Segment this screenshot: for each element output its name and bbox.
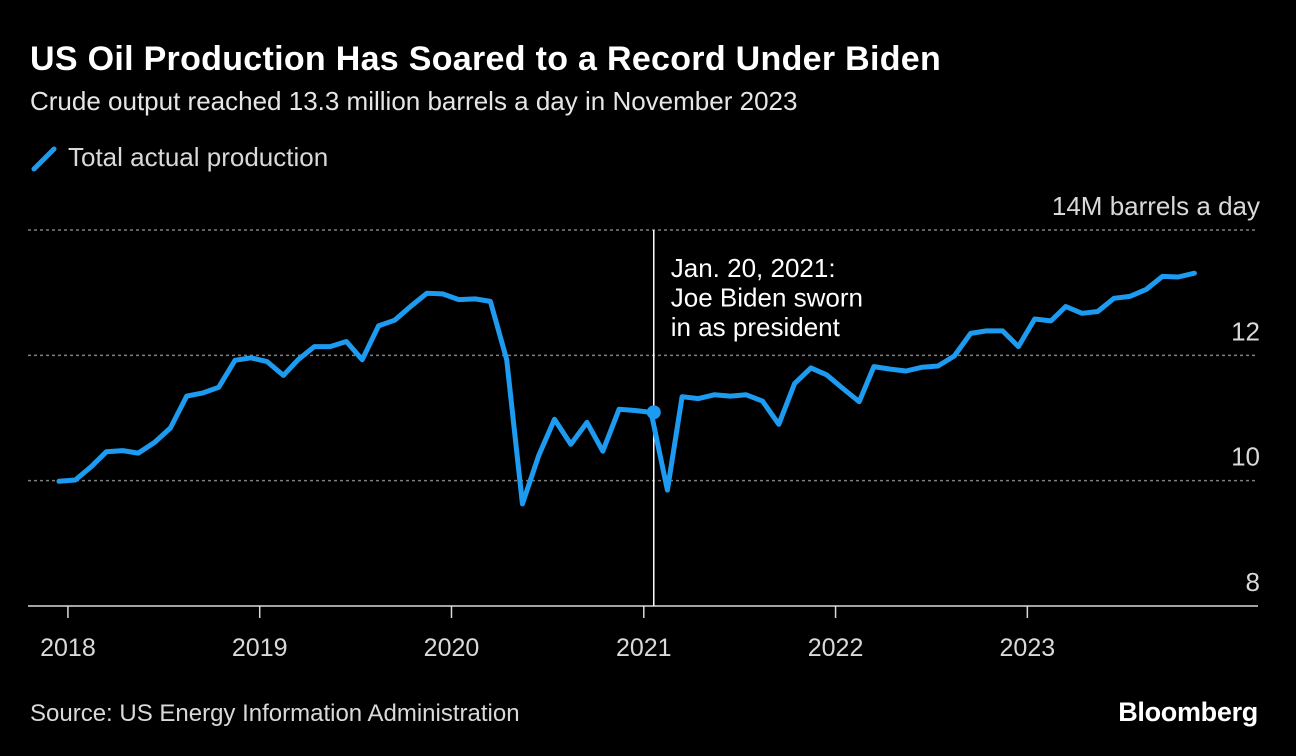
y-tick-label-12: 12 — [1231, 316, 1260, 346]
y-axis-labels: 14M barrels a day 12 10 8 — [1052, 191, 1260, 597]
annotation-text-line-1: Jan. 20, 2021: — [671, 253, 836, 283]
series-line-total-actual-production — [56, 270, 1197, 507]
x-tick-label-2023: 2023 — [1000, 634, 1056, 662]
annotation-text-line-3: in as president — [671, 312, 841, 342]
chart-subtitle: Crude output reached 13.3 million barrel… — [30, 86, 798, 116]
y-tick-label-10: 10 — [1231, 442, 1260, 472]
legend: Total actual production — [30, 142, 328, 173]
series-group — [56, 270, 1197, 507]
y-tick-label-14: 14M barrels a day — [1052, 191, 1260, 221]
legend-line-icon — [31, 146, 57, 171]
x-tick-label-2021: 2021 — [616, 634, 672, 662]
source-note: Source: US Energy Information Administra… — [30, 700, 520, 727]
legend-label: Total actual production — [68, 142, 329, 172]
x-tick-label-2022: 2022 — [808, 634, 864, 662]
y-tick-label-8: 8 — [1246, 567, 1260, 597]
chart-title: US Oil Production Has Soared to a Record… — [30, 40, 942, 78]
annotation-text-line-2: Joe Biden sworn — [671, 283, 863, 313]
gridlines — [28, 229, 1258, 482]
x-tick-label-2018: 2018 — [40, 634, 96, 662]
annotation-marker-dot — [646, 405, 661, 420]
x-tick-label-2020: 2020 — [424, 634, 480, 662]
x-tick-label-2019: 2019 — [232, 634, 288, 662]
bloomberg-logo: Bloomberg — [1118, 697, 1258, 727]
x-axis: 2018 2019 2020 2021 2022 2023 — [28, 605, 1258, 662]
